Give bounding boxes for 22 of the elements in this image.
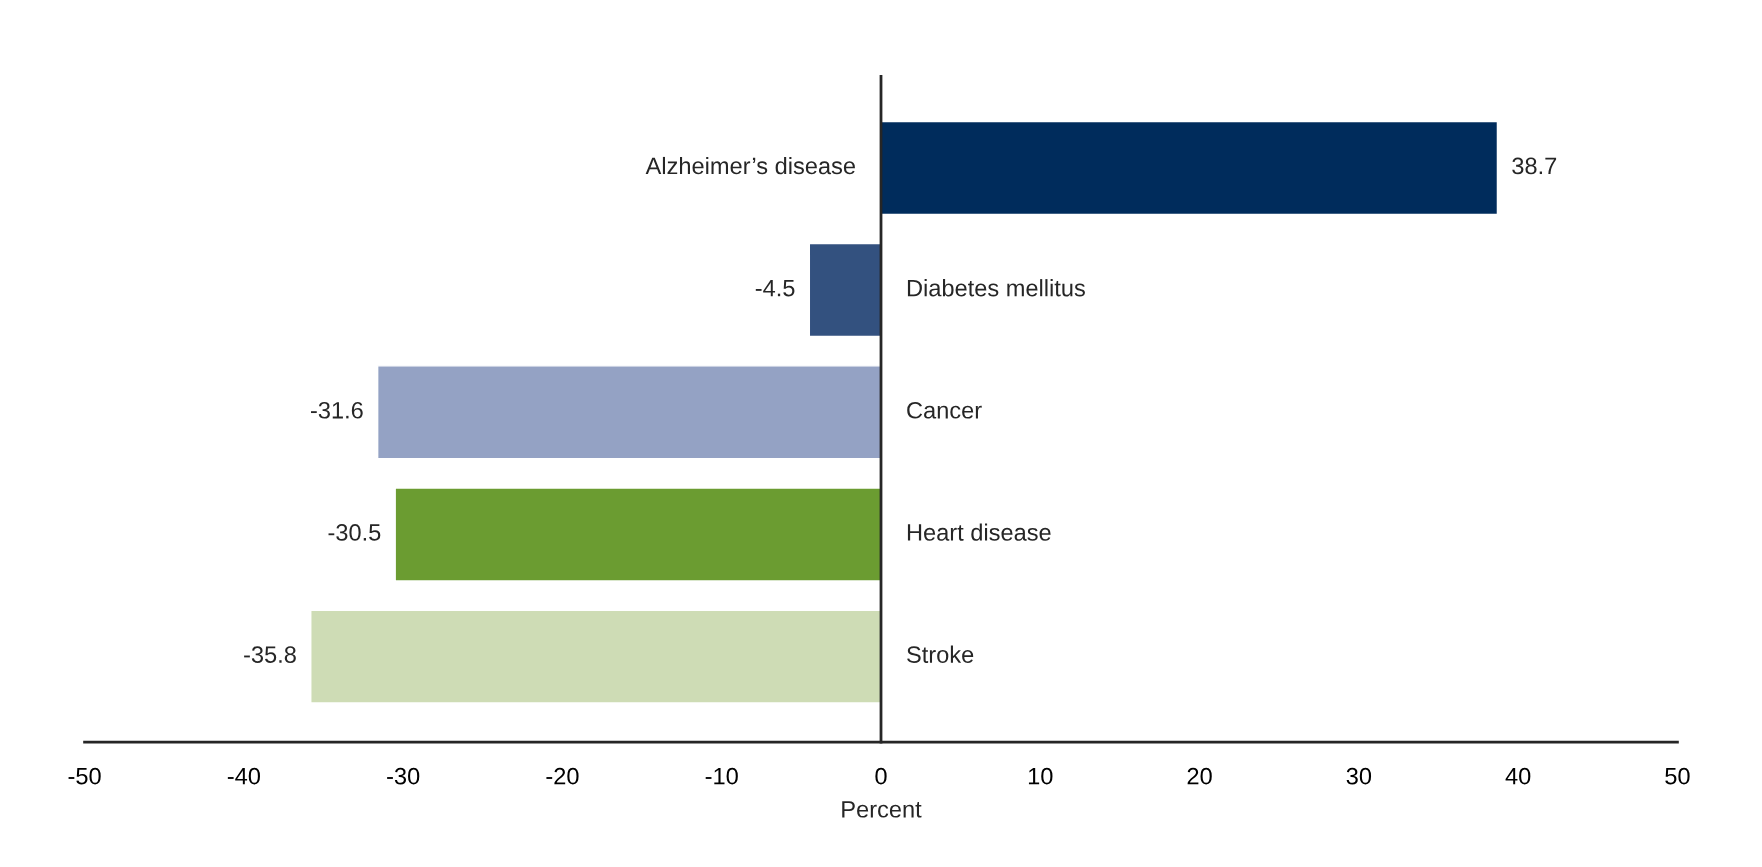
data-label: 38.7 <box>1512 157 1557 175</box>
y-tick-label: Diabetes mellitus <box>907 279 1085 297</box>
x-tick-label: -10 <box>705 767 738 785</box>
x-tick-label: -20 <box>546 767 579 785</box>
data-label: -31.6 <box>311 401 363 419</box>
x-tick-label: 0 <box>875 767 887 785</box>
y-tick-label: Stroke <box>907 645 974 663</box>
x-tick-label: 40 <box>1505 767 1531 785</box>
x-tick-label: 10 <box>1028 767 1053 785</box>
x-tick-label: -40 <box>227 767 260 785</box>
x-tick-label: 30 <box>1346 767 1372 785</box>
data-label: -35.8 <box>244 646 296 663</box>
y-tick-label: Alzheimer’s disease <box>645 156 855 175</box>
y-tick-label: Heart disease <box>907 523 1051 541</box>
x-axis-title: Percent <box>842 801 922 818</box>
data-label: -4.5 <box>755 279 795 297</box>
x-tick-label: -30 <box>387 767 420 785</box>
x-tick-label: 20 <box>1187 767 1212 785</box>
x-tick-label: 50 <box>1665 767 1690 785</box>
x-tick-label: -50 <box>68 767 101 785</box>
data-label: -30.5 <box>328 524 381 541</box>
y-tick-label: Cancer <box>907 401 982 419</box>
